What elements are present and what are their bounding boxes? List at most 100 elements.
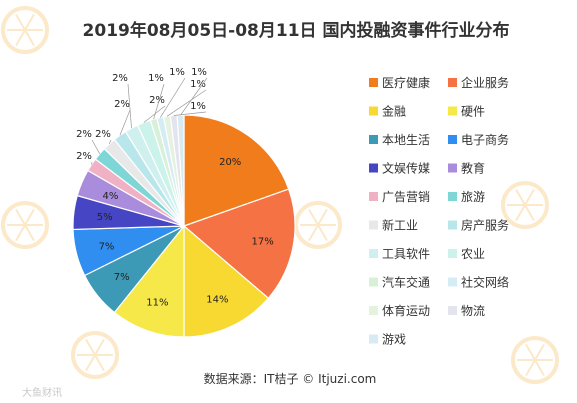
leader-line — [119, 109, 131, 136]
legend-swatch — [369, 249, 378, 258]
legend-swatch — [369, 334, 378, 344]
outside-label-group: 1% — [160, 67, 186, 118]
legend-label: 广告营销 — [382, 190, 430, 204]
legend-label: 新工业 — [382, 218, 418, 233]
legend-item: 电子商务 — [448, 132, 509, 147]
legend-item: 工具软件 — [369, 247, 430, 261]
outside-label-group: 1% — [148, 73, 165, 120]
leader-line — [91, 161, 93, 165]
outside-label-group: 2% — [95, 129, 112, 145]
legend-swatch — [448, 192, 457, 201]
slice-percent-label: 2% — [76, 129, 92, 140]
leader-line — [160, 77, 186, 118]
leader-line — [127, 83, 132, 129]
slice-percent-label: 1% — [148, 73, 164, 84]
leader-line — [153, 83, 165, 120]
slice-percent-label: 4% — [102, 191, 118, 202]
pie-slice — [182, 188, 296, 300]
legend-item: 金融 — [369, 104, 406, 119]
slice-percent-label: 1% — [191, 67, 207, 78]
legend-item: 教育 — [448, 161, 485, 176]
legend-label: 医疗健康 — [382, 75, 430, 90]
legend-label: 硬件 — [461, 105, 485, 119]
slice-percent-label: 7% — [114, 272, 130, 283]
slice-percent-label: 11% — [146, 297, 168, 308]
outside-label-group: 2% — [76, 151, 93, 165]
slice-percent-label: 7% — [99, 242, 115, 253]
legend-swatch — [448, 249, 457, 258]
legend-label: 游戏 — [382, 333, 406, 347]
legend-item: 新工业 — [369, 218, 418, 233]
legend-item: 物流 — [448, 304, 485, 318]
legend-label: 企业服务 — [461, 75, 509, 90]
legend-label: 房产服务 — [461, 218, 509, 233]
legend-swatch — [369, 306, 378, 315]
legend-item: 社交网络 — [448, 275, 509, 290]
legend-swatch — [448, 106, 457, 116]
legend-label: 旅游 — [461, 190, 485, 204]
legend-label: 体育运动 — [382, 303, 430, 318]
legend-swatch — [369, 78, 378, 87]
slice-percent-label: 2% — [95, 129, 111, 140]
slice-percent-label: 2% — [76, 151, 92, 162]
legend-label: 教育 — [461, 161, 485, 176]
watermark-slice-icon — [501, 181, 549, 229]
legend-swatch — [369, 277, 378, 287]
legend-swatch — [369, 220, 378, 230]
legend-item: 汽车交通 — [369, 275, 430, 290]
legend-item: 房产服务 — [448, 218, 509, 233]
slice-percent-label: 1% — [169, 67, 185, 78]
outside-label-group: 2% — [76, 129, 101, 154]
legend-swatch — [369, 192, 378, 201]
outside-label-group: 1% — [166, 79, 207, 117]
legend-swatch — [448, 78, 457, 87]
leader-line — [108, 139, 112, 145]
legend-swatch — [448, 277, 457, 287]
legend-item: 文娱传媒 — [369, 161, 430, 176]
slice-percent-label: 5% — [97, 212, 113, 223]
legend-swatch — [448, 163, 457, 173]
outside-label-group: 1% — [180, 67, 208, 116]
legend-label: 社交网络 — [461, 275, 509, 290]
leader-line — [166, 89, 207, 117]
legend-item: 硬件 — [448, 105, 485, 119]
outside-label-group: 2% — [143, 95, 166, 123]
watermark-slice-icon — [294, 201, 342, 249]
slice-percent-label: 2% — [149, 95, 165, 106]
slice-percent-label: 1% — [190, 79, 206, 90]
watermark-slice-icon — [1, 6, 49, 54]
source-note: 数据来源：IT桔子 © Itjuzi.com — [204, 371, 377, 386]
background-watermarks — [1, 6, 559, 384]
legend-swatch — [369, 163, 378, 173]
legend-label: 电子商务 — [461, 132, 509, 147]
pie-chart: 20%17%14%11%7%7%5%4%2%2% 2%2%2%2%1%1%1%1%… — [72, 67, 296, 338]
pie-slice — [113, 224, 185, 338]
leader-line — [91, 139, 101, 154]
watermark-text: 大鱼财讯 — [22, 386, 62, 399]
legend-swatch — [448, 306, 457, 315]
legend-item: 企业服务 — [448, 75, 509, 90]
watermark-slice-icon — [71, 331, 119, 379]
legend-item: 医疗健康 — [369, 75, 430, 90]
legend-label: 工具软件 — [382, 247, 430, 261]
slice-percent-label: 2% — [114, 99, 130, 110]
legend-item: 农业 — [448, 247, 485, 261]
leader-line — [173, 111, 207, 116]
outside-label-group: 2% — [114, 99, 131, 136]
slice-percent-label: 14% — [206, 295, 228, 306]
legend-label: 汽车交通 — [382, 275, 430, 290]
slice-percent-label: 2% — [112, 73, 128, 84]
legend-swatch — [369, 106, 378, 116]
leader-line — [180, 77, 208, 116]
legend-label: 本地生活 — [382, 133, 430, 147]
watermark-slice-icon — [1, 201, 49, 249]
pie-slice — [183, 224, 270, 338]
legend-label: 农业 — [461, 247, 485, 261]
legend-item: 游戏 — [369, 333, 406, 347]
outside-label-group: 2% — [112, 73, 132, 129]
slice-percent-label: 1% — [190, 101, 206, 112]
slice-percent-label: 17% — [251, 237, 273, 248]
legend-item: 旅游 — [448, 190, 485, 204]
chart-title: 2019年08月05日-08月11日 国内投融资事件行业分布 — [83, 20, 510, 41]
